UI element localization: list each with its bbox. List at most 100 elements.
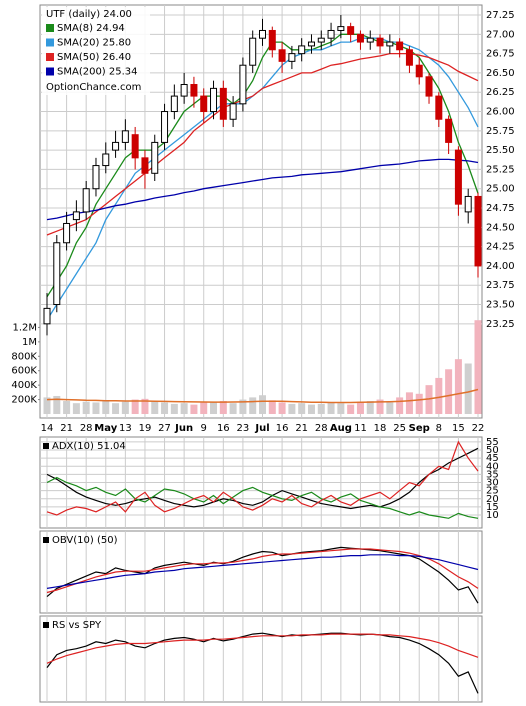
volume-bar <box>435 377 443 414</box>
y2-tick-label: 800K <box>11 351 37 362</box>
volume-bar <box>415 393 423 414</box>
candle-body <box>366 37 374 43</box>
volume-bar <box>141 398 149 414</box>
y2-tick-label: 1M <box>22 337 37 348</box>
candle-body <box>229 103 237 120</box>
y-tick-label: 25.00 <box>486 184 515 195</box>
volume-bar <box>190 404 198 414</box>
legend-swatch <box>46 24 54 32</box>
y-tick-label: 45 <box>486 453 499 464</box>
candle-body <box>141 157 149 174</box>
volume-bar <box>298 403 306 414</box>
x-tick-label: 27 <box>158 423 171 434</box>
volume-bar <box>474 320 482 414</box>
x-tick-label: 28 <box>315 423 328 434</box>
legend-label: SMA(20) 25.80 <box>57 38 131 49</box>
candle-body <box>161 111 169 143</box>
legend-label: SMA(200) 25.34 <box>57 67 138 78</box>
candle-body <box>298 45 306 55</box>
y-tick-label: 26.75 <box>486 49 515 60</box>
candle-body <box>112 141 120 151</box>
volume-bar <box>200 401 208 414</box>
volume-bar <box>53 395 61 414</box>
volume-bar <box>317 403 325 414</box>
volume-bar <box>327 402 335 414</box>
candle-body <box>102 153 110 167</box>
volume-bar <box>151 401 159 414</box>
x-tick-label: 28 <box>80 423 93 434</box>
panel-frame <box>39 615 483 703</box>
volume-bar <box>464 363 472 414</box>
candle-body <box>464 195 472 213</box>
candle-body <box>445 118 453 143</box>
y-tick-label: 23.75 <box>486 280 515 291</box>
x-tick-label: 8 <box>436 423 442 434</box>
volume-bar <box>82 401 90 414</box>
x-tick-label: Sep <box>409 423 430 434</box>
volume-average <box>46 388 479 404</box>
volume-bar <box>396 397 404 414</box>
volume-bar <box>386 402 394 414</box>
y-tick-label: 24.25 <box>486 242 515 253</box>
y-tick-label: 23.50 <box>486 300 515 311</box>
legend-swatch <box>43 443 49 449</box>
candle-body <box>259 29 266 39</box>
y-tick-label: 40 <box>486 461 499 472</box>
x-tick-label: 15 <box>452 423 465 434</box>
volume-bar <box>239 399 247 414</box>
candle-body <box>425 76 433 97</box>
x-tick-label: 11 <box>354 423 367 434</box>
y-tick-label: 24.50 <box>486 222 515 233</box>
candle-body <box>474 195 482 267</box>
legend: UTF (daily) 24.00 SMA(8) 24.94 SMA(20) 25.… <box>42 7 150 95</box>
candle-body <box>347 26 355 35</box>
volume-bar <box>268 400 276 414</box>
indicator-line <box>46 632 479 694</box>
candle-body <box>278 49 286 62</box>
legend-swatch <box>43 537 49 543</box>
volume-bar <box>405 392 413 414</box>
indicator-line <box>46 548 479 594</box>
candle-body <box>210 87 218 113</box>
candle-body <box>53 242 61 306</box>
legend-swatch <box>46 67 54 76</box>
volume-bar <box>219 401 227 414</box>
panel-title: ADX(10) 51.04 <box>52 441 126 452</box>
volume-bar <box>63 401 71 414</box>
candle-body <box>239 64 247 105</box>
volume-bar <box>288 403 296 414</box>
y2-tick-label: 600K <box>11 366 37 377</box>
y-tick-label: 35 <box>486 469 499 480</box>
y-tick-label: 30 <box>486 478 499 489</box>
y-tick-label: 27.25 <box>486 10 515 21</box>
candle-body <box>121 130 129 143</box>
candle-body <box>337 26 345 31</box>
candle-body <box>249 37 257 66</box>
candle-body <box>82 188 90 213</box>
y-tick-label: 25.25 <box>486 164 515 175</box>
sma-line <box>46 33 479 298</box>
candle-body <box>327 29 335 39</box>
candle-body <box>405 49 413 66</box>
y-tick-label: 15 <box>486 502 499 513</box>
volume-bar <box>249 397 257 414</box>
y-tick-label: 50 <box>486 445 499 456</box>
candle-body <box>396 41 404 51</box>
x-tick-label: 21 <box>295 423 308 434</box>
candle-body <box>92 165 100 190</box>
panel-title: RS vs SPY <box>52 620 102 631</box>
candle-body <box>317 37 325 43</box>
volume-bar <box>445 369 453 414</box>
x-tick-label: 16 <box>217 423 230 434</box>
x-tick-label: 25 <box>393 423 406 434</box>
volume-bar <box>337 403 345 414</box>
candle-body <box>454 149 462 205</box>
x-tick-label: Jul <box>254 423 269 434</box>
x-tick-label: 9 <box>201 423 207 434</box>
watermark: OptionChance.com <box>46 82 141 93</box>
candle-body <box>72 211 80 221</box>
legend-label: SMA(50) 26.40 <box>57 52 131 63</box>
candle-body <box>63 222 71 244</box>
legend-box <box>42 7 150 95</box>
volume-bar <box>92 402 100 414</box>
